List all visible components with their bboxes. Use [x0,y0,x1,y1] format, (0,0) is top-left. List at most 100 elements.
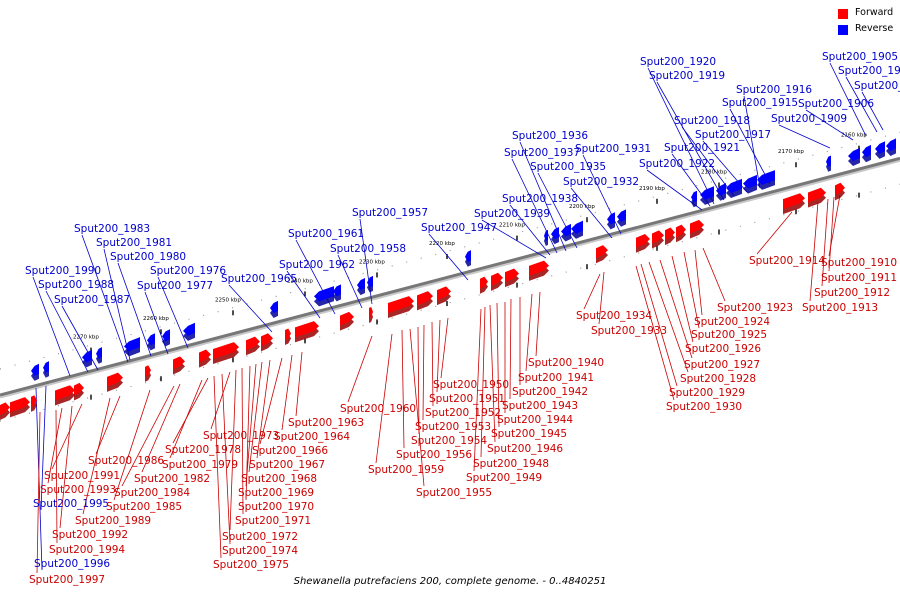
tick-label: 2170 kbp [778,149,804,155]
label-leader [256,359,271,459]
gene-label: Sput200_1985 [106,501,182,513]
reverse-gene [571,220,583,239]
gene-body [43,361,49,373]
label-leader [640,263,678,387]
reverse-gene [314,286,334,307]
forward-gene [835,182,845,201]
gene-label: Sput200_1984 [114,487,190,499]
label-leader [861,91,884,131]
gene-label: Sput200_1992 [52,529,128,541]
reverse-gene [82,349,92,368]
label-leader [756,211,793,255]
forward-gene [676,224,686,243]
reverse-gene [183,322,195,341]
forward-gene [596,245,608,264]
gene-body [31,395,37,407]
label-leader [51,403,83,470]
gene-label: Sput200_1920 [640,56,716,68]
gene-label: Sput200_1970 [238,501,314,513]
label-leader [82,397,111,515]
label-leader [778,124,831,149]
label-leader [401,329,405,449]
gene-body [757,170,775,185]
reverse-gene [124,337,140,357]
reverse-swatch [838,25,848,35]
label-leader [671,255,694,343]
label-leader [229,369,237,531]
gene-body [369,306,373,318]
label-leader [570,187,613,239]
reverse-gene [465,250,471,267]
gene-body [690,219,704,234]
gene-label: Sput200_1962 [279,259,355,271]
gene-body [82,349,92,363]
forward-gene [783,193,805,215]
gene-label: Sput200_1925 [691,329,767,341]
gene-label: Sput200_1938 [502,193,578,205]
label-leader [635,265,675,401]
gene-body [367,275,373,288]
forward-gene [529,260,549,281]
reverse-gene [607,212,615,230]
gene-body [783,193,805,210]
gene-label: Sput200_1990 [25,265,101,277]
forward-gene [690,219,704,239]
gene-label: Sput200_1955 [416,487,492,499]
label-leader [259,357,283,445]
label-leader [241,367,244,515]
gene-body [607,212,615,225]
gene-body [676,224,686,238]
gene-body [145,365,151,377]
gene-label: Sput200_1915 [722,97,798,109]
label-leader [221,373,231,545]
gene-label: Sput200_1927 [684,359,760,371]
label-leader [829,62,867,137]
forward-gene [145,365,151,382]
label-leader [481,219,547,259]
gene-label: Sput200_1969 [238,487,314,499]
reverse-gene [162,329,170,347]
gene-label: Sput200_1914 [749,255,825,267]
gene-label: Sput200_1980 [110,251,186,263]
reverse-gene [357,278,365,296]
gene-label: Sput200_1997 [29,574,105,586]
gene-body [480,276,488,289]
label-leader [47,407,63,484]
gene-label: Sput200_1931 [575,143,651,155]
gene-label: Sput200_1965 [221,273,297,285]
reverse-gene [757,170,775,190]
label-leader [281,354,293,431]
label-leader [496,302,500,428]
gene-label: Sput200_1909 [771,113,847,125]
gene-label: Sput200_1956 [396,449,472,461]
gene-body [333,284,341,297]
label-leader [845,76,878,133]
tick-label: 2180 kbp [701,169,727,175]
forward-gene [665,227,675,246]
reverse-gene [700,186,714,205]
tick-label: 2210 kbp [499,223,525,229]
tick-label: 2250 kbp [215,297,241,303]
gene-label: Sput200_1940 [528,357,604,369]
gene-body [665,227,675,241]
gene-body [147,333,155,346]
forward-gene [417,291,433,311]
label-leader [694,249,703,316]
label-leader [347,335,373,403]
reverse-gene [716,183,726,201]
label-leader [103,248,131,361]
gene-label: Sput200_1912 [814,287,890,299]
gene-body [551,226,559,240]
forward-track-guide [0,183,900,422]
reverse-gene [561,223,571,242]
gene-label: Sput200_1910 [821,257,897,269]
gene-label: Sput200_1951 [429,393,505,405]
label-leader [511,158,558,254]
gene-body [340,311,354,326]
gene-label: Sput200_1928 [680,373,756,385]
label-leader [428,233,469,281]
label-leader [417,326,420,435]
gene-label: Sput200_1981 [96,237,172,249]
gene-label: Sput200_1958 [330,243,406,255]
reverse-gene [875,141,885,159]
